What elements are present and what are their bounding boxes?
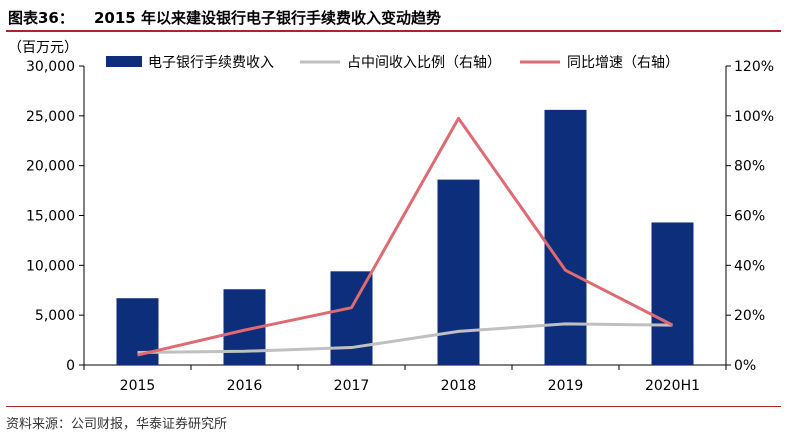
chart-title: 2015 年以来建设银行电子银行手续费收入变动趋势 xyxy=(94,9,441,27)
bar xyxy=(544,109,587,365)
y-left-tick-label: 15,000 xyxy=(26,209,75,225)
y-right-tick-label: 120% xyxy=(734,59,774,75)
bar xyxy=(437,179,480,365)
series-line-2 xyxy=(137,116,674,357)
source-text: 资料来源：公司财报，华泰证券研究所 xyxy=(6,417,228,432)
legend-label: 同比增速（右轴） xyxy=(567,55,679,71)
y-right-tick-label: 20% xyxy=(734,308,765,324)
legend-label: 电子银行手续费收入 xyxy=(148,54,274,71)
legend-swatch-bar xyxy=(106,56,142,67)
unit-label: （百万元） xyxy=(8,40,78,56)
x-tick-label: 2020H1 xyxy=(645,378,700,394)
y-left-tick-label: 5,000 xyxy=(35,308,75,324)
bar xyxy=(330,271,373,365)
title-bar: 图表36： 2015 年以来建设银行电子银行手续费收入变动趋势 xyxy=(6,4,781,32)
legend: 电子银行手续费收入 占中间收入比例（右轴） 同比增速（右轴） xyxy=(106,54,679,71)
x-tick-label: 2016 xyxy=(227,378,263,394)
x-tick-label: 2019 xyxy=(548,378,584,394)
x-tick-label: 2017 xyxy=(334,378,370,394)
y-right-tick-label: 0% xyxy=(734,358,756,374)
y-right-tick-label: 40% xyxy=(734,258,765,274)
lines xyxy=(137,116,674,357)
y-left-tick-label: 10,000 xyxy=(26,258,75,274)
y-left-tick-label: 25,000 xyxy=(26,109,75,125)
y-left-tick-label: 20,000 xyxy=(26,159,75,175)
x-tick-label: 2018 xyxy=(441,378,477,394)
x-tick-label: 2015 xyxy=(120,378,156,394)
legend-label: 占中间收入比例（右轴） xyxy=(347,55,501,71)
bar xyxy=(651,222,694,365)
axes: 0 5,000 10,000 15,000 20,000 25,000 30,000 0% 20… xyxy=(26,59,774,394)
y-right-tick-label: 100% xyxy=(734,109,774,125)
source-bar: 资料来源：公司财报，华泰证券研究所 xyxy=(6,406,781,437)
y-left-tick-label: 0 xyxy=(66,358,75,374)
y-left-tick-label: 30,000 xyxy=(26,59,75,75)
series-line-1 xyxy=(137,322,673,355)
bars xyxy=(116,109,694,365)
figure-label: 图表36： xyxy=(8,9,74,27)
y-right-tick-label: 80% xyxy=(734,159,765,175)
y-right-tick-label: 60% xyxy=(734,209,765,225)
